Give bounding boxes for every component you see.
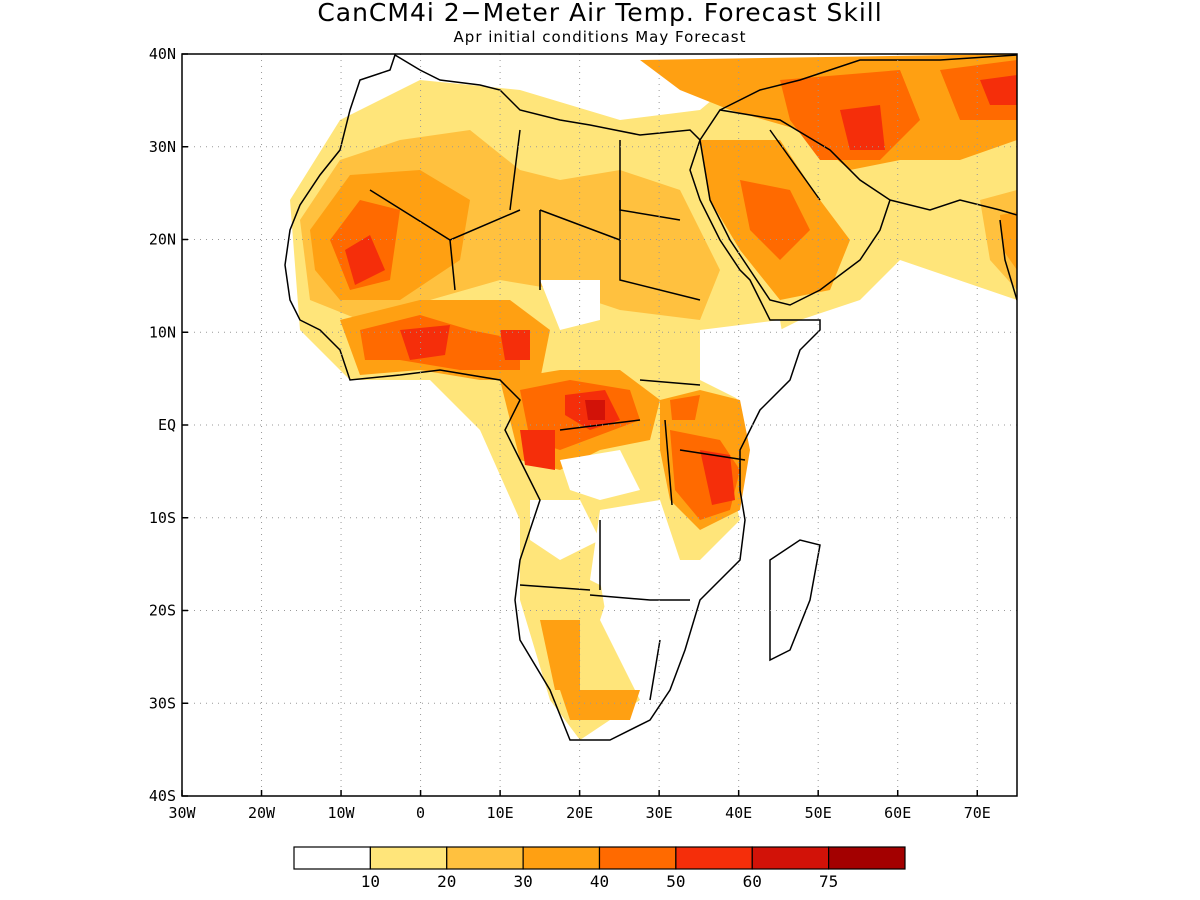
lat-tick-label: 20S — [149, 602, 176, 620]
lat-tick-label: 40S — [149, 787, 176, 805]
lon-tick-label: 70E — [964, 804, 991, 822]
lon-tick-label: 20W — [248, 804, 276, 822]
colorbar-label: 30 — [513, 872, 532, 891]
map-title: CanCM4i 2−Meter Air Temp. Forecast Skill — [317, 0, 883, 27]
lon-tick-label: 0 — [416, 804, 425, 822]
colorbar: 10 20 30 40 50 60 75 — [293, 846, 906, 891]
lon-tick-label: 60E — [884, 804, 911, 822]
lon-tick-label: 40E — [725, 804, 752, 822]
map-subtitle: Apr initial conditions May Forecast — [453, 28, 747, 46]
colorbar-swatch — [369, 846, 448, 870]
colorbar-swatch — [828, 846, 906, 870]
lon-tick-label: 10E — [487, 804, 514, 822]
lat-tick-label: 30S — [149, 694, 176, 712]
lat-tick-label: 30N — [149, 138, 176, 156]
lat-tick-label: 40N — [149, 45, 176, 63]
colorbar-label: 60 — [743, 872, 762, 891]
colorbar-swatch — [293, 846, 371, 870]
lat-tick-label: 20N — [149, 231, 176, 249]
colorbar-swatch — [598, 846, 677, 870]
skill-shading — [290, 54, 1017, 740]
lat-tick-label: EQ — [158, 416, 176, 434]
colorbar-label: 40 — [590, 872, 609, 891]
colorbar-swatch — [751, 846, 830, 870]
lat-tick-label: 10S — [149, 509, 176, 527]
colorbar-label: 75 — [819, 872, 838, 891]
lon-tick-label: 30W — [168, 804, 196, 822]
colorbar-label: 10 — [361, 872, 380, 891]
coastlines — [284, 54, 1017, 741]
colorbar-swatch — [446, 846, 524, 870]
lon-tick-label: 10W — [328, 804, 356, 822]
lon-tick-label: 20E — [566, 804, 593, 822]
colorbar-label: 20 — [437, 872, 456, 891]
lat-tick-label: 10N — [149, 323, 176, 341]
lon-tick-label: 30E — [646, 804, 673, 822]
map-gridlines — [182, 54, 1017, 796]
lon-tick-label: 50E — [805, 804, 832, 822]
colorbar-swatch — [675, 846, 753, 870]
colorbar-label: 50 — [666, 872, 685, 891]
colorbar-swatch — [522, 846, 601, 870]
